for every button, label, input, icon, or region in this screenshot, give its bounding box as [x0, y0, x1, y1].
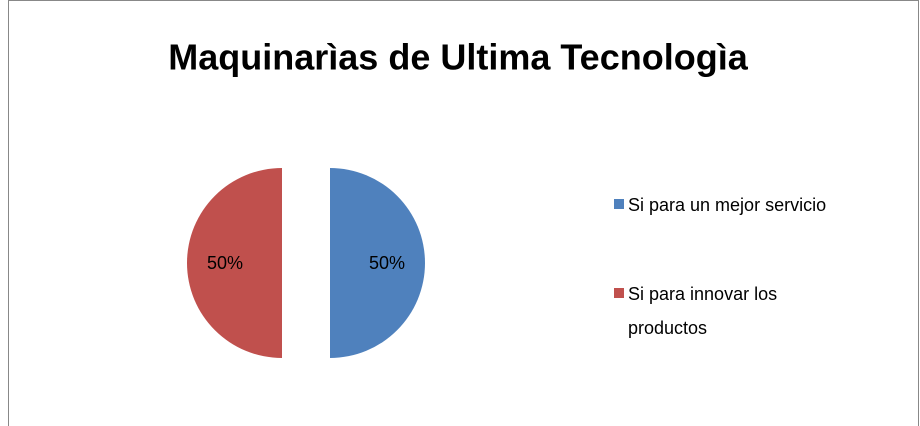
pie-slice [330, 168, 425, 358]
legend-label: Si para un mejor servicio [628, 195, 827, 215]
data-label: 50% [207, 253, 243, 273]
legend-label: Si para innovar los productos [628, 284, 778, 338]
data-label: 50% [369, 253, 405, 273]
legend-swatch [614, 288, 624, 298]
chart-frame [8, 0, 919, 426]
pie-slice [187, 168, 282, 358]
legend-swatch [614, 199, 624, 209]
chart-title: Maquinarìas de Ultima Tecnologìa [168, 37, 748, 78]
